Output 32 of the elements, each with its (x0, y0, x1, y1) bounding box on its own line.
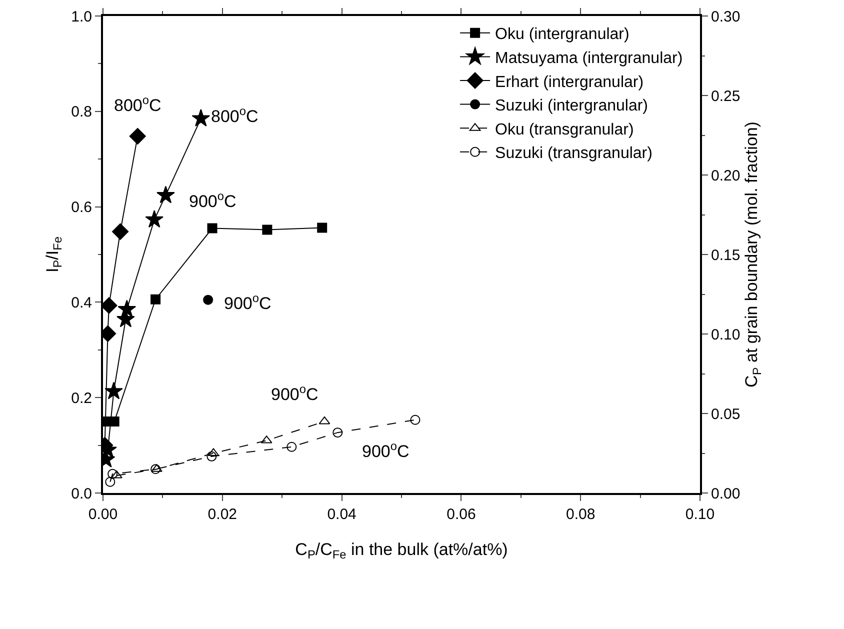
y-tick-label: 0.6 (71, 199, 92, 216)
y-tick-label: 0.2 (71, 390, 92, 407)
annotation: 900$^{o}$C (224, 291, 272, 314)
y-tick-label: 0.4 (71, 294, 92, 312)
x-tick-label: 0.06 (446, 506, 476, 523)
annotation: 800$^{o}$C (114, 93, 162, 116)
y2-tick-label: 0.15 (711, 246, 740, 264)
x-tick-label: 0.00 (88, 506, 118, 523)
annotation: 900$^{o}$C (362, 439, 410, 462)
x-axis-title: C$_{P}$/C$_{Fe}$ in the bulk (at%/at%) (295, 540, 508, 562)
y-tick-label: 1.0 (71, 8, 92, 26)
y-tick-label: 0.0 (71, 485, 92, 502)
legend-label: Erhart (intergranular) (495, 74, 644, 91)
annotation: 900$^{o}$C (271, 382, 318, 404)
legend-label: Oku (intergranular) (495, 26, 630, 44)
legend-label: Suzuki (intergranular) (495, 98, 648, 115)
x-tick-label: 0.02 (208, 506, 237, 523)
x-tick-label: 0.10 (685, 506, 715, 523)
y2-tick-label: 0.25 (711, 88, 740, 105)
y2-tick-label: 0.20 (711, 167, 740, 184)
y2-tick-label: 0.10 (711, 326, 740, 344)
x-tick-label: 0.04 (327, 506, 356, 523)
legend-label: Oku (transgranular) (495, 121, 634, 138)
y2-tick-label: 0.00 (711, 485, 740, 502)
legend-label: Suzuki (transgranular) (495, 145, 652, 162)
annotation: 800$^{o}$C (211, 104, 258, 126)
y2-tick-label: 0.05 (711, 406, 740, 423)
y2-tick-label: 0.30 (711, 8, 740, 26)
x-tick-label: 0.08 (566, 506, 596, 523)
legend-label: Matsuyama (intergranular) (495, 50, 683, 67)
annotation: 900$^{o}$C (189, 189, 236, 212)
y-tick-label: 0.8 (71, 104, 92, 121)
